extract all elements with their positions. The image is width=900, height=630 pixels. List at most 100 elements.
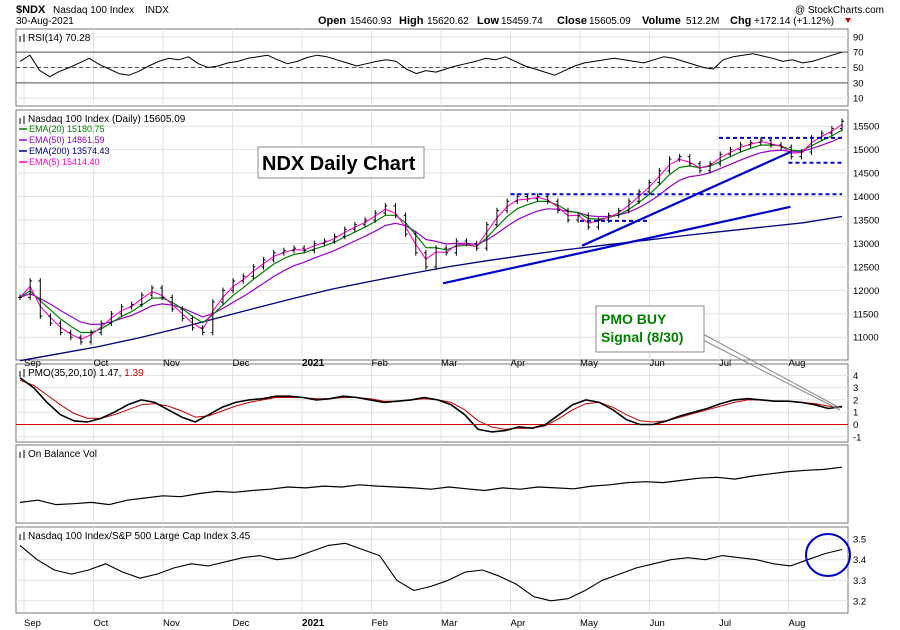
x-tick-label: Apr — [511, 618, 526, 629]
x-tick-label: Dec — [233, 358, 250, 369]
ratio-panel — [15, 526, 849, 614]
x-tick-label: Jun — [650, 358, 665, 369]
price-candles — [18, 118, 844, 345]
x-tick-label: Aug — [789, 618, 806, 629]
y-tick-label: 90 — [853, 32, 864, 43]
y-tick-label: 12500 — [853, 262, 879, 273]
high-label: High — [399, 15, 424, 27]
symbol: $NDX — [16, 4, 46, 16]
y-tick-label: 11500 — [853, 309, 879, 320]
close-value: 15605.09 — [589, 16, 631, 27]
ema5-legend: EMA(5) 15414.40 — [29, 157, 100, 167]
y-tick-label: -1 — [853, 432, 861, 443]
close-label: Close — [557, 15, 587, 27]
x-tick-label: Feb — [372, 618, 388, 629]
pmo-legend: PMO(35,20,10) 1.47, 1.39 — [19, 368, 144, 379]
ema50-line — [19, 136, 843, 325]
y-tick-label: 70 — [853, 48, 864, 59]
x-tick-label: Sep — [24, 618, 41, 629]
ema20-legend: EMA(20) 15180.75 — [29, 124, 105, 134]
x-tick-label: Mar — [441, 358, 457, 369]
y-tick-label: 1 — [853, 408, 858, 419]
pmo-line — [19, 377, 843, 433]
reference-lines — [16, 51, 848, 425]
volume-label: Volume — [642, 15, 681, 27]
bar-icon — [19, 34, 25, 42]
x-tick-label: Oct — [94, 358, 109, 369]
down-arrow-icon — [845, 18, 851, 23]
pmo-buy-line1: PMO BUY — [601, 311, 667, 327]
pmo-buy-callout: PMO BUY Signal (8/30) — [595, 305, 841, 411]
pmo-buy-line2: Signal (8/30) — [601, 329, 683, 345]
ema50-legend: EMA(50) 14861.59 — [29, 135, 105, 145]
low-value: 15459.74 — [501, 16, 543, 27]
ema200-legend: EMA(200) 13574.43 — [29, 146, 110, 156]
price-panel — [15, 109, 849, 361]
y-tick-label: 15000 — [853, 145, 879, 156]
y-tick-label: 14000 — [853, 192, 879, 203]
watermark: @ StockCharts.com — [795, 5, 884, 16]
callout-box — [595, 305, 705, 353]
ratio-line — [19, 542, 843, 602]
ema200-line — [19, 215, 843, 362]
price-legend: Nasdaq 100 Index (Daily) 15605.09 EMA(20… — [19, 114, 186, 167]
y-tick-label: 15500 — [853, 122, 879, 133]
series-lines — [19, 51, 843, 602]
y-tick-label: 13000 — [853, 239, 879, 250]
y-tick-label: 30 — [853, 78, 864, 89]
callout-pointer — [702, 333, 841, 411]
chart-header: $NDX Nasdaq 100 Index INDX 30-Aug-2021 O… — [16, 4, 884, 27]
pmo-legend-value: 1.47 — [99, 368, 119, 379]
x-tick-label: Mar — [441, 618, 457, 629]
ratio-legend-text: Nasdaq 100 Index/S&P 500 Large Cap Index… — [28, 531, 251, 542]
x-tick-label: Apr — [511, 358, 526, 369]
obv-legend-text: On Balance Vol — [28, 449, 97, 460]
y-tick-label: 4 — [853, 371, 858, 382]
bar-icon — [19, 369, 25, 377]
y-tick-label: 10 — [853, 94, 864, 105]
open-label: Open — [318, 15, 346, 27]
y-tick-label: 12000 — [853, 286, 879, 297]
y-tick-label: 3.3 — [853, 576, 866, 587]
obv-panel — [15, 444, 849, 524]
volume-value: 512.2M — [686, 16, 719, 27]
trendline — [581, 150, 791, 247]
high-value: 15620.62 — [427, 16, 469, 27]
bar-icon — [19, 532, 25, 540]
chg-value: +172.14 (+1.12%) — [754, 16, 834, 27]
x-tick-label: Jul — [719, 618, 731, 629]
x-tick-label: 2021 — [302, 358, 325, 369]
ema5-line — [19, 124, 843, 340]
title-box — [257, 146, 425, 179]
title-callout: NDX Daily Chart — [257, 146, 425, 179]
y-tick-label: 14500 — [853, 169, 879, 180]
rsi-legend: RSI(14) 70.28 — [19, 33, 91, 44]
x-tick-label: Jun — [650, 618, 665, 629]
exchange: INDX — [145, 5, 169, 16]
chg-label: Chg — [730, 15, 751, 27]
bar-icon — [19, 450, 25, 458]
y-tick-label: 50 — [853, 63, 864, 74]
x-tick-label: Dec — [233, 618, 250, 629]
obv-legend: On Balance Vol — [19, 449, 97, 460]
rsi-line — [19, 51, 843, 78]
x-tick-label: May — [580, 618, 598, 629]
bar-icon — [19, 116, 25, 124]
x-tick-label: Sep — [24, 358, 41, 369]
ratio-legend: Nasdaq 100 Index/S&P 500 Large Cap Index… — [19, 531, 251, 542]
x-tick-label: Aug — [789, 358, 806, 369]
y-tick-label: 3 — [853, 383, 858, 394]
obv-line — [19, 466, 843, 506]
price-legend-text: Nasdaq 100 Index (Daily) 15605.09 — [28, 114, 186, 125]
x-tick-label: Nov — [163, 618, 180, 629]
pmo-legend-text: PMO(35,20,10) 1.47, 1.39 — [28, 368, 144, 379]
x-tick-label: Nov — [163, 358, 180, 369]
chart-title-text: NDX Daily Chart — [262, 153, 416, 175]
y-tick-label: 2 — [853, 395, 858, 406]
y-tick-label: 3.4 — [853, 555, 866, 566]
trendline — [442, 205, 791, 285]
chart-date: 30-Aug-2021 — [16, 16, 74, 27]
open-value: 15460.93 — [350, 16, 392, 27]
y-tick-label: 13500 — [853, 215, 879, 226]
